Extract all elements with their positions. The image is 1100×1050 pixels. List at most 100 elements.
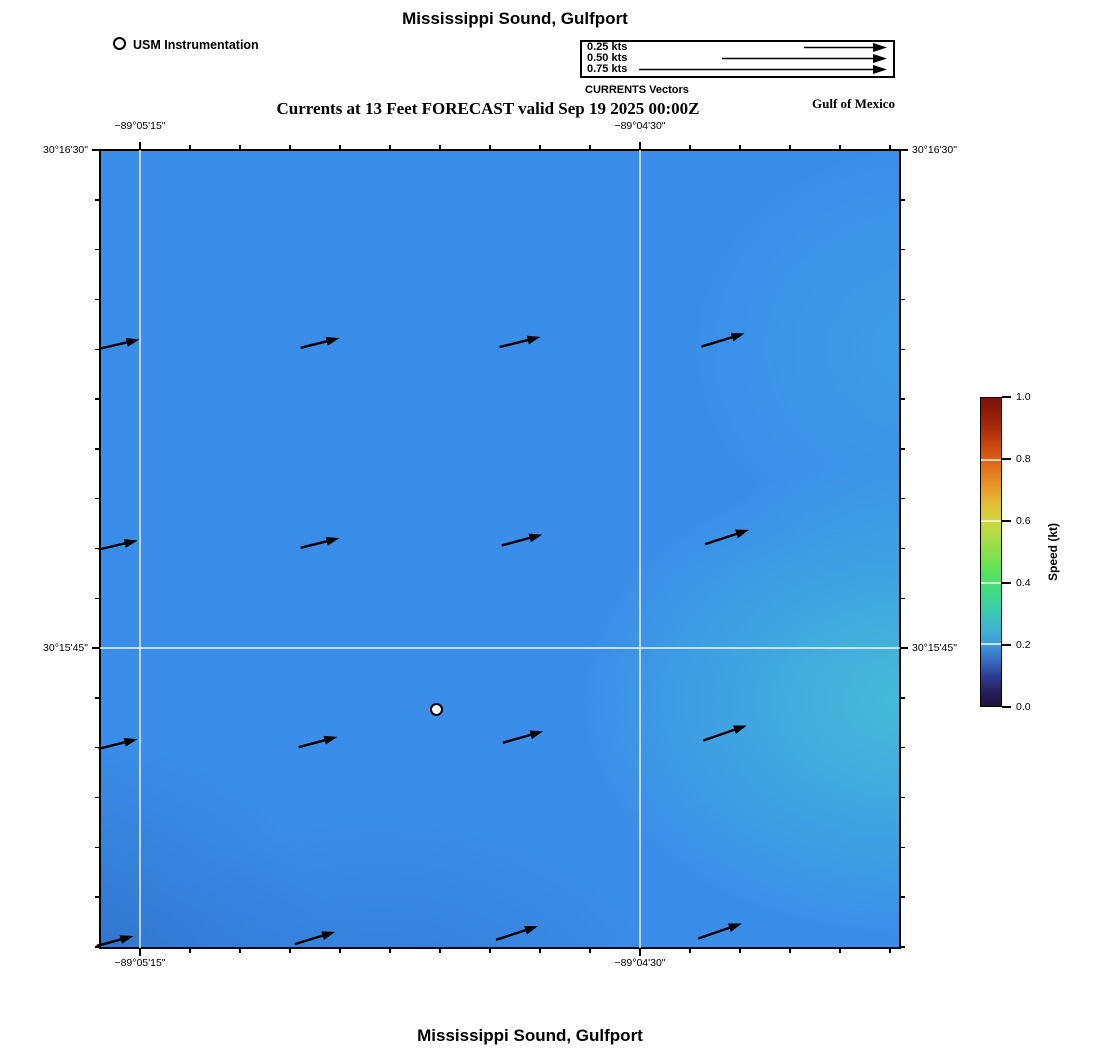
axis-tick-bottom [739, 948, 741, 953]
colorbar-tick [1002, 458, 1011, 460]
axis-tick-left [95, 846, 100, 848]
current-field-map [92, 142, 908, 956]
longitude-label-top: −89°04'30" [614, 120, 666, 132]
axis-tick-left [95, 697, 100, 699]
latitude-label-right: 30°16'30" [912, 144, 957, 156]
map-frame [99, 149, 901, 949]
vector-scale-arrow [639, 65, 887, 74]
axis-tick-top [539, 145, 541, 150]
station-legend-marker-icon [113, 37, 126, 50]
forecast-subtitle: Currents at 13 Feet FORECAST valid Sep 1… [276, 99, 700, 118]
axis-tick-right [900, 597, 905, 599]
axis-tick-bottom [289, 948, 291, 953]
current-arrow [298, 735, 338, 749]
axis-tick-top [639, 142, 641, 150]
colorbar-gridline [981, 643, 1001, 646]
current-arrow [501, 533, 543, 547]
latitude-label-left: 30°15'45" [43, 642, 88, 654]
axis-tick-right [900, 697, 905, 699]
vector-scale-label-050: 0.50 kts [587, 52, 628, 64]
colorbar-tick-label: 0.6 [1016, 514, 1031, 527]
axis-tick-right [900, 497, 905, 500]
axis-tick-top [289, 145, 291, 150]
current-arrow [704, 529, 749, 546]
station-marker-icon [430, 703, 443, 716]
colorbar-gridline [981, 581, 1001, 584]
axis-tick-left [95, 248, 100, 251]
vector-scale-arrow [804, 43, 887, 52]
axis-tick-left [95, 497, 100, 500]
axis-tick-top [889, 145, 891, 150]
current-arrow [98, 539, 138, 551]
axis-tick-right [900, 199, 905, 201]
colorbar-tick-label: 0.4 [1016, 576, 1031, 589]
axis-tick-left [95, 597, 100, 599]
current-arrow [499, 335, 541, 349]
axis-tick-left [95, 796, 100, 799]
footer-title: Mississippi Sound, Gulfport [417, 1026, 643, 1045]
current-vector-arrows [96, 332, 749, 948]
current-arrow [300, 536, 340, 550]
colorbar-gridline [981, 458, 1001, 461]
colorbar-axis-label: Speed (kt) [1046, 523, 1060, 582]
axis-tick-bottom [139, 948, 141, 956]
current-arrow [702, 725, 747, 742]
axis-tick-top [689, 145, 691, 150]
longitude-label-bottom: −89°05'15" [114, 957, 166, 969]
axis-tick-top [739, 145, 741, 150]
current-arrow [502, 730, 544, 744]
speed-colorbar: 1.0 0.8 0.6 0.4 0.2 0.0 [980, 391, 1031, 713]
axis-tick-bottom [439, 948, 441, 953]
axis-tick-top [139, 142, 141, 150]
axis-tick-top [489, 145, 491, 150]
colorbar-tick-label: 0.8 [1016, 452, 1031, 465]
current-arrow [98, 737, 138, 751]
map-gridline-vertical [139, 150, 141, 948]
colorbar-gridline [981, 520, 1001, 523]
axis-tick-bottom [189, 948, 191, 953]
vector-scale-label-025: 0.25 kts [587, 41, 628, 53]
axis-tick-top [339, 145, 341, 150]
map-gridline-horizontal [100, 647, 900, 649]
latitude-label-left: 30°16'30" [43, 144, 88, 156]
current-arrow [100, 338, 140, 350]
axis-tick-left [95, 896, 100, 898]
station-legend-label: USM Instrumentation [133, 38, 259, 52]
colorbar-tick [1002, 706, 1011, 708]
current-arrow [294, 931, 336, 946]
axis-tick-top [239, 145, 241, 150]
vector-scale-arrow [722, 54, 887, 63]
vector-scale-legend: 0.25 kts 0.50 kts 0.75 kts [580, 40, 895, 78]
axis-tick-right [900, 398, 905, 400]
axis-tick-left [95, 946, 100, 948]
colorbar-gradient [980, 397, 1002, 707]
axis-tick-right [900, 647, 908, 649]
axis-tick-top [789, 145, 791, 150]
vector-scale-arrows [639, 43, 887, 74]
axis-tick-bottom [639, 948, 641, 956]
axis-tick-right [900, 846, 905, 848]
axis-tick-bottom [489, 948, 491, 953]
axis-tick-top [839, 145, 841, 150]
colorbar-tick [1002, 644, 1011, 646]
colorbar-tick-label: 0.2 [1016, 638, 1031, 651]
axis-tick-right [900, 298, 905, 301]
axis-tick-bottom [839, 948, 841, 953]
axis-tick-left [95, 547, 100, 550]
colorbar-tick-label: 1.0 [1016, 390, 1031, 403]
gulf-of-mexico-label: Gulf of Mexico [812, 96, 896, 111]
axis-tick-left [95, 298, 100, 301]
axis-tick-left [95, 448, 100, 450]
axis-tick-left [95, 199, 100, 201]
axis-tick-bottom [539, 948, 541, 953]
current-arrow [697, 923, 742, 940]
map-gridline-vertical [639, 150, 641, 948]
longitude-label-bottom: −89°04'30" [614, 957, 666, 969]
axis-tick-right [900, 796, 905, 799]
axis-tick-right [900, 746, 905, 749]
axis-tick-right [900, 149, 908, 151]
colorbar-tick [1002, 520, 1011, 522]
axis-tick-right [900, 946, 905, 948]
axis-tick-bottom [889, 948, 891, 953]
